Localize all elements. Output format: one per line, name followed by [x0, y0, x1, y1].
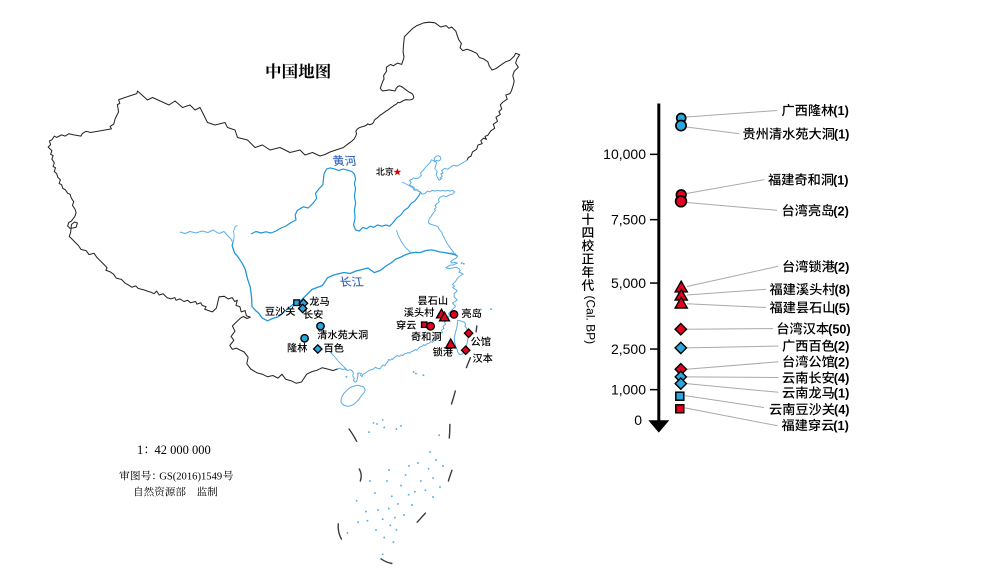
svg-text:2,500: 2,500 — [611, 341, 646, 357]
svg-text:(4): (4) — [834, 372, 850, 386]
svg-text:(2): (2) — [834, 355, 850, 369]
svg-text:(50): (50) — [828, 322, 851, 336]
svg-text:(4): (4) — [834, 403, 850, 417]
svg-text:10,000: 10,000 — [603, 146, 646, 162]
svg-text:(8): (8) — [835, 283, 851, 297]
svg-text:(2): (2) — [833, 204, 849, 218]
svg-text:(2): (2) — [834, 260, 850, 274]
svg-text:(1): (1) — [834, 387, 850, 401]
svg-text:(1): (1) — [833, 173, 849, 187]
svg-text:(Cal. BP): (Cal. BP) — [584, 296, 598, 345]
svg-text:1: 1 — [137, 443, 143, 457]
svg-text:1,000: 1,000 — [611, 382, 646, 398]
svg-text:(1): (1) — [833, 419, 849, 433]
svg-text:(1): (1) — [833, 104, 849, 118]
svg-text:42 000 000: 42 000 000 — [155, 443, 211, 457]
svg-text:(1): (1) — [834, 128, 850, 142]
svg-text:5,000: 5,000 — [611, 275, 646, 291]
svg-text:GS(2016)1549: GS(2016)1549 — [159, 472, 222, 483]
svg-text:0: 0 — [634, 412, 642, 428]
svg-text:(2): (2) — [834, 340, 850, 354]
svg-text:7,500: 7,500 — [611, 212, 646, 228]
svg-text:(5): (5) — [835, 301, 851, 315]
